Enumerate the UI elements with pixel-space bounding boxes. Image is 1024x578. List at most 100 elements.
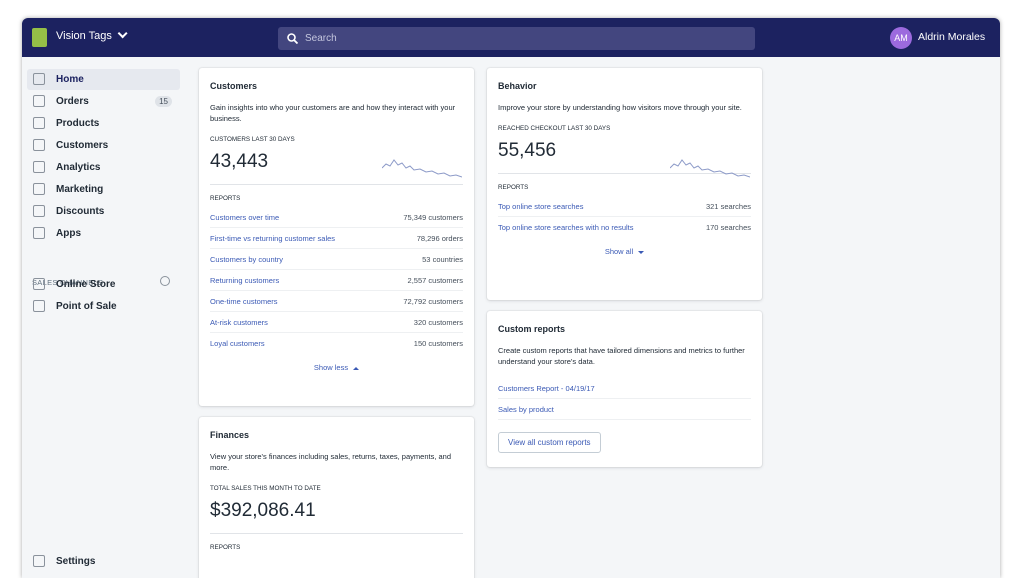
card-title: Behavior bbox=[498, 81, 537, 91]
nav-label: Settings bbox=[56, 556, 96, 567]
report-value: 78,296 orders bbox=[416, 234, 463, 243]
metric-value: $392,086.41 bbox=[210, 500, 316, 521]
report-value: 150 customers bbox=[413, 339, 463, 348]
report-value: 321 searches bbox=[705, 202, 751, 211]
nav-icon bbox=[33, 139, 45, 151]
report-row: Top online store searches with no result… bbox=[498, 217, 751, 238]
button[interactable]: View all custom reports bbox=[498, 432, 601, 453]
report-link[interactable]: Customers by country bbox=[210, 255, 283, 264]
report-row: Customers Report - 04/19/17 bbox=[498, 378, 751, 399]
report-value: 320 customers bbox=[413, 318, 463, 327]
add-channel-button[interactable] bbox=[160, 276, 170, 286]
report-link[interactable]: Customers over time bbox=[210, 213, 280, 222]
reports-label: REPORTS bbox=[210, 544, 241, 551]
nav-item[interactable]: Discounts bbox=[27, 201, 180, 222]
search-field[interactable]: Search bbox=[278, 27, 755, 50]
nav-icon bbox=[33, 161, 45, 173]
top-bar: Vision Tags Search AM Aldrin Morales bbox=[22, 18, 1000, 57]
report-link[interactable]: Loyal customers bbox=[210, 339, 265, 348]
card-description: View your store's finances including sal… bbox=[210, 452, 451, 472]
report-link[interactable]: At-risk customers bbox=[210, 318, 268, 327]
nav-item[interactable]: Online Store bbox=[27, 274, 180, 295]
report-row: Customers by country 53 countries bbox=[210, 249, 463, 270]
report-link[interactable]: Top online store searches bbox=[498, 202, 584, 211]
report-link[interactable]: Top online store searches with no result… bbox=[498, 223, 634, 232]
nav-item[interactable]: Settings bbox=[27, 551, 180, 572]
report-row: One-time customers 72,792 customers bbox=[210, 291, 463, 312]
nav-label: Discounts bbox=[56, 206, 105, 217]
report-link[interactable]: One-time customers bbox=[210, 297, 278, 306]
card-title: Custom reports bbox=[498, 324, 566, 334]
sales-channels-heading: SALES CHANNELS bbox=[32, 278, 104, 287]
report-row: Top online store searches 321 searches bbox=[498, 196, 751, 217]
nav-icon bbox=[33, 95, 45, 107]
nav-label: Home bbox=[56, 74, 84, 85]
nav-label: Orders bbox=[56, 96, 89, 107]
custom-reports-card: Custom reports Create custom reports that… bbox=[487, 311, 762, 467]
nav-item[interactable]: Products bbox=[27, 113, 180, 134]
metric-label: TOTAL SALES THIS MONTH TO DATE bbox=[210, 485, 321, 492]
report-value: 2,557 customers bbox=[407, 276, 463, 285]
nav-label: Products bbox=[56, 118, 100, 129]
nav-icon bbox=[33, 73, 45, 85]
nav-icon bbox=[33, 205, 45, 217]
search-placeholder: Search bbox=[305, 33, 337, 44]
card-description: Gain insights into who your customers ar… bbox=[210, 103, 456, 123]
user-name[interactable]: Aldrin Morales bbox=[918, 31, 986, 43]
nav-item[interactable]: Orders 15 bbox=[27, 91, 180, 112]
sparkline bbox=[670, 159, 750, 178]
report-link[interactable]: Sales by product bbox=[498, 405, 554, 414]
behavior-card: Behavior Improve your store by understand… bbox=[487, 68, 762, 300]
metric-label: REACHED CHECKOUT LAST 30 DAYS bbox=[498, 125, 611, 132]
report-row: Returning customers 2,557 customers bbox=[210, 270, 463, 291]
report-list: Top online store searches 321 searches Top… bbox=[498, 196, 751, 238]
nav-label: Online Store bbox=[56, 279, 116, 290]
nav-item[interactable]: Analytics bbox=[27, 157, 180, 178]
nav-icon bbox=[33, 227, 45, 239]
metric-value: 43,443 bbox=[210, 151, 269, 172]
reports-label: REPORTS bbox=[210, 195, 241, 202]
metric-label: CUSTOMERS LAST 30 DAYS bbox=[210, 136, 295, 143]
nav-icon bbox=[33, 183, 45, 195]
nav-icon bbox=[33, 300, 45, 312]
card-title: Finances bbox=[210, 430, 250, 440]
nav-item[interactable]: Home bbox=[27, 69, 180, 90]
customers-card: Customers Gain insights into who your cus… bbox=[199, 68, 474, 406]
nav-item[interactable]: Point of Sale bbox=[27, 296, 180, 317]
divider bbox=[210, 184, 463, 185]
report-row: Loyal customers 150 customers bbox=[210, 333, 463, 354]
report-value: 75,349 customers bbox=[403, 213, 463, 222]
nav-item[interactable]: Marketing bbox=[27, 179, 180, 200]
nav-icon bbox=[33, 555, 45, 567]
nav-item[interactable]: Customers bbox=[27, 135, 180, 156]
nav-label: Apps bbox=[56, 228, 81, 239]
finances-card: Finances View your store's finances inclu… bbox=[199, 417, 474, 578]
report-list: Customers over time 75,349 customers First… bbox=[210, 207, 463, 354]
card-description: Create custom reports that have tailored… bbox=[498, 346, 745, 366]
nav-label: Analytics bbox=[56, 162, 101, 173]
report-link[interactable]: Returning customers bbox=[210, 276, 280, 285]
report-row: First-time vs returning customer sales 78… bbox=[210, 228, 463, 249]
report-link[interactable]: First-time vs returning customer sales bbox=[210, 234, 336, 243]
report-link[interactable]: Customers Report - 04/19/17 bbox=[498, 384, 595, 393]
sparkline bbox=[382, 159, 462, 178]
metric-value: 55,456 bbox=[498, 140, 557, 161]
nav-badge: 15 bbox=[155, 96, 172, 107]
nav-label: Marketing bbox=[56, 184, 104, 195]
sidebar: SALES CHANNELS Home Orders 15 Products Custo… bbox=[22, 57, 185, 578]
store-switcher[interactable]: Vision Tags bbox=[56, 30, 124, 42]
reports-label: REPORTS bbox=[498, 184, 529, 191]
nav-icon bbox=[33, 278, 45, 290]
report-row: Customers over time 75,349 customers bbox=[210, 207, 463, 228]
report-value: 53 countries bbox=[422, 255, 463, 264]
toggle-link[interactable]: Show all bbox=[498, 247, 751, 256]
card-title: Customers bbox=[210, 81, 258, 91]
toggle-link[interactable]: Show less bbox=[210, 363, 463, 372]
user-avatar[interactable]: AM bbox=[890, 27, 912, 49]
shop-logo bbox=[32, 28, 47, 47]
report-value: 72,792 customers bbox=[403, 297, 463, 306]
nav-label: Point of Sale bbox=[56, 301, 117, 312]
nav-item[interactable]: Apps bbox=[27, 223, 180, 244]
